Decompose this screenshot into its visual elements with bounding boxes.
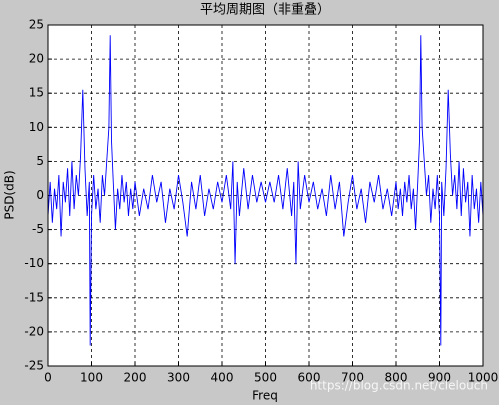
y-axis-label: PSD(dB) xyxy=(3,170,17,219)
x-axis-label: Freq xyxy=(252,389,278,403)
y-tick-label: -25 xyxy=(24,359,44,373)
x-tick-label: 300 xyxy=(167,371,190,385)
watermark: https://blog.csdn.net/clelouch xyxy=(310,379,488,393)
x-tick-label: 800 xyxy=(385,371,408,385)
y-tick-label: -15 xyxy=(24,290,44,304)
y-tick-label: 15 xyxy=(29,86,44,100)
psd-line xyxy=(47,35,484,346)
x-tick-label: 600 xyxy=(298,371,321,385)
x-tick-label: 400 xyxy=(211,371,234,385)
axes-box xyxy=(47,24,484,367)
y-tick-label: 0 xyxy=(36,188,44,202)
y-tick-label: -5 xyxy=(32,222,44,236)
chart-title: 平均周期图（非重叠） xyxy=(200,2,330,18)
x-tick-label: 1000 xyxy=(468,371,499,385)
x-tick-label: 100 xyxy=(80,371,103,385)
y-tick-label: 5 xyxy=(36,154,44,168)
x-tick-label: 0 xyxy=(44,371,52,385)
x-tick-label: 700 xyxy=(341,371,364,385)
y-tick-label: 10 xyxy=(29,120,44,134)
y-tick-label: -20 xyxy=(24,324,44,338)
x-tick-label: 900 xyxy=(428,371,451,385)
x-tick-label: 200 xyxy=(124,371,147,385)
x-tick-label: 500 xyxy=(254,371,277,385)
y-tick-label: -10 xyxy=(24,256,44,270)
y-tick-label: 20 xyxy=(29,52,44,66)
y-tick-label: 25 xyxy=(29,18,44,32)
